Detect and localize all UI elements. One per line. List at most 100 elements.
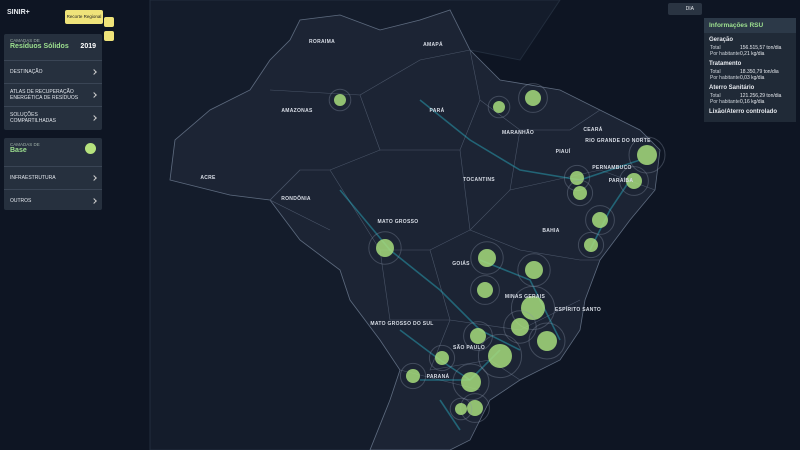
cluster-halo xyxy=(399,362,427,390)
state-label: SÃO PAULO xyxy=(453,344,485,351)
info-value: 121.256,29 ton/dia xyxy=(740,93,782,99)
info-label: Total xyxy=(710,45,721,51)
chevron xyxy=(91,92,97,98)
menu-item-label: INFRAESTRUTURA xyxy=(10,175,56,181)
panel-title: Base xyxy=(10,147,27,154)
cluster[interactable] xyxy=(570,171,584,185)
menu-item[interactable]: DESTINAÇÃO xyxy=(4,60,102,83)
year-select[interactable]: 2019 xyxy=(80,43,96,50)
menu-item[interactable]: OUTROS xyxy=(4,189,102,212)
day-button[interactable]: DIA xyxy=(668,3,702,15)
state-label: RONDÔNIA xyxy=(281,194,311,202)
menu-item[interactable]: INFRAESTRUTURA xyxy=(4,166,102,189)
panel-title: Resíduos Sólidos xyxy=(10,43,69,50)
state-label: AMAZONAS xyxy=(281,108,313,114)
state-label: PARÁ xyxy=(430,107,445,114)
panel-label: CAMADAS DE xyxy=(10,142,40,147)
state-label: TOCANTINS xyxy=(463,177,495,183)
state-label: PARANÁ xyxy=(427,373,450,380)
menu-item[interactable]: ATLAS DE RECUPERAÇÃO ENERGÉTICA DE RESÍD… xyxy=(4,83,102,106)
cluster-halo xyxy=(510,285,556,331)
info-value: 0,16 kg/dia xyxy=(740,99,765,105)
info-label: Total xyxy=(710,69,721,75)
tool-button[interactable] xyxy=(104,31,114,41)
chevron xyxy=(91,175,97,181)
cluster[interactable] xyxy=(470,328,486,344)
cluster-halo xyxy=(619,166,649,196)
cluster[interactable] xyxy=(435,351,449,365)
info-row: Total 121.256,29 ton/dia xyxy=(710,93,796,99)
cluster-halo xyxy=(449,397,473,421)
info-row: Total 18.350,79 ton/dia xyxy=(710,69,796,75)
info-value: 156.515,57 ton/dia xyxy=(740,45,782,51)
chevron xyxy=(91,115,97,121)
state-label: MARANHÃO xyxy=(502,129,534,136)
cluster-halo xyxy=(566,179,594,207)
cluster[interactable] xyxy=(637,145,657,165)
info-value: 18.350,79 ton/dia xyxy=(740,69,779,75)
cluster-halo xyxy=(428,344,456,372)
cluster-halo xyxy=(452,363,490,401)
state-borders xyxy=(269,49,656,391)
info-panel: Informações RSU Geração Total 156.515,57 t… xyxy=(704,18,796,122)
cluster[interactable] xyxy=(525,90,541,106)
cluster-halo xyxy=(470,241,504,275)
layers-panel: CAMADAS DE Resíduos Sólidos 2019 DESTINAÇ… xyxy=(4,34,102,130)
section-title: Geração xyxy=(709,37,734,43)
info-title: Informações RSU xyxy=(704,18,796,33)
cluster-halo xyxy=(503,310,537,344)
menu-item-label: DESTINAÇÃO xyxy=(10,69,43,75)
state-label: BAHIA xyxy=(542,228,559,234)
cluster[interactable] xyxy=(592,212,608,228)
cluster[interactable] xyxy=(573,186,587,200)
state-label: PARAÍBA xyxy=(609,176,634,184)
cluster[interactable] xyxy=(461,372,481,392)
info-value: 0,21 kg/dia xyxy=(740,51,765,57)
cluster[interactable] xyxy=(478,249,496,267)
menu-item-label: SOLUÇÕES COMPARTILHADAS xyxy=(10,112,56,124)
add-button[interactable] xyxy=(85,143,96,154)
logo[interactable]: SINIR+ xyxy=(7,9,30,16)
state-label: AMAPÁ xyxy=(423,41,443,48)
cluster[interactable] xyxy=(467,400,483,416)
tool-button[interactable] xyxy=(104,17,114,27)
cluster[interactable] xyxy=(493,101,505,113)
cluster[interactable] xyxy=(584,238,598,252)
cluster[interactable] xyxy=(334,94,346,106)
info-label: Por habitante xyxy=(710,99,740,105)
cluster[interactable] xyxy=(455,403,467,415)
info-label: Por habitante xyxy=(710,51,740,57)
info-row: Por habitante 0,16 kg/dia xyxy=(710,99,796,105)
cluster-halo xyxy=(470,275,500,305)
cluster[interactable] xyxy=(521,296,545,320)
cluster[interactable] xyxy=(376,239,394,257)
cluster-halo xyxy=(328,88,352,112)
cluster[interactable] xyxy=(525,261,543,279)
cluster[interactable] xyxy=(511,318,529,336)
cluster-halo xyxy=(518,83,548,113)
cluster[interactable] xyxy=(488,344,512,368)
state-label: MATO GROSSO DO SUL xyxy=(370,321,433,327)
menu-item[interactable]: SOLUÇÕES COMPARTILHADAS xyxy=(4,106,102,129)
state-label: PERNAMBUCO xyxy=(592,165,631,171)
base-panel: CAMADAS DE Base INFRAESTRUTURA OUTROS xyxy=(4,138,102,210)
section-title: Aterro Sanitário xyxy=(709,85,755,91)
cluster-halo xyxy=(577,231,605,259)
panel-label: CAMADAS DE xyxy=(10,38,40,43)
cluster[interactable] xyxy=(477,282,493,298)
cluster[interactable] xyxy=(626,173,642,189)
info-label: Por habitante xyxy=(710,75,740,81)
cluster[interactable] xyxy=(406,369,420,383)
info-value: 0,03 kg/dia xyxy=(740,75,765,81)
cluster-halo xyxy=(463,321,493,351)
state-label: MINAS GERAIS xyxy=(505,294,546,300)
cluster[interactable] xyxy=(537,331,557,351)
region-button[interactable]: Recorte Regional xyxy=(65,10,103,24)
state-label: CEARÁ xyxy=(583,126,602,133)
state-label: PIAUÍ xyxy=(556,147,571,155)
cluster-halo xyxy=(487,95,511,119)
info-row: Por habitante 0,03 kg/dia xyxy=(710,75,796,81)
cluster-halo xyxy=(477,333,523,379)
